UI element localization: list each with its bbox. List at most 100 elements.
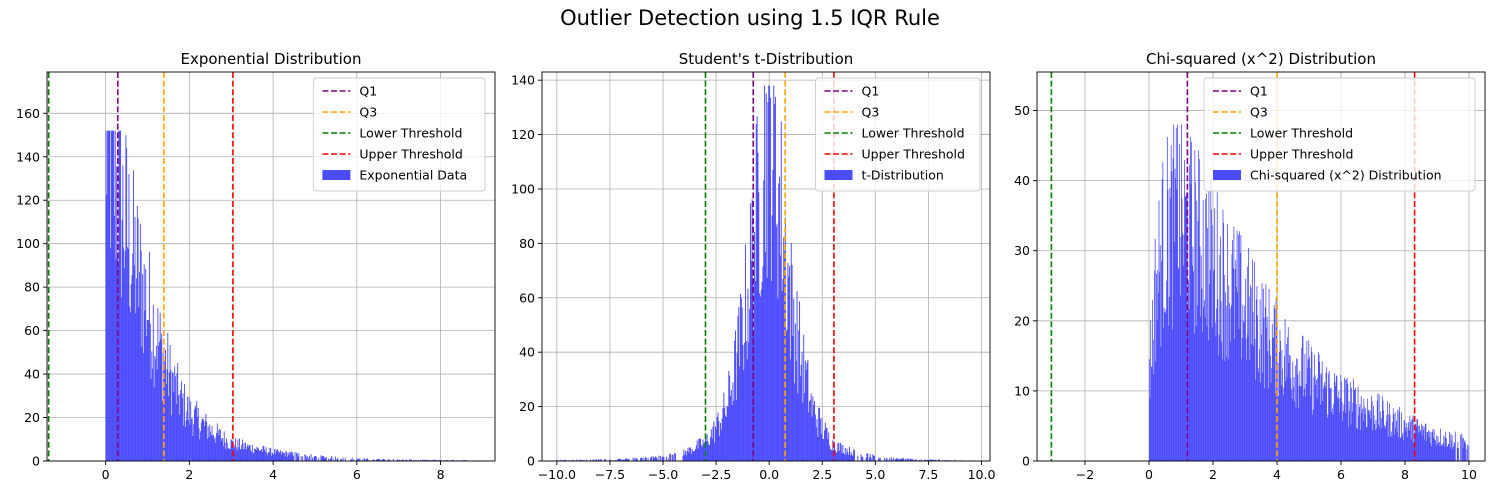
histogram-bar bbox=[769, 85, 771, 461]
histogram-bar bbox=[694, 450, 696, 461]
histogram-bar bbox=[214, 437, 216, 461]
histogram-bar bbox=[1329, 388, 1331, 461]
histogram-bar bbox=[359, 458, 361, 461]
histogram-bar bbox=[1161, 261, 1162, 461]
histogram-bar bbox=[434, 459, 435, 461]
histogram-bar bbox=[266, 453, 268, 461]
histogram-bar bbox=[621, 459, 623, 461]
histogram-bar bbox=[1348, 427, 1349, 461]
histogram-bar bbox=[269, 447, 271, 461]
histogram-bar bbox=[772, 169, 774, 461]
histogram-bar bbox=[1341, 401, 1343, 461]
histogram-bar bbox=[1312, 409, 1314, 461]
histogram-bar bbox=[159, 312, 161, 461]
histogram-bar bbox=[164, 361, 166, 461]
histogram-bar bbox=[1191, 265, 1193, 461]
histogram-bar bbox=[815, 427, 817, 461]
histogram-bar bbox=[365, 459, 367, 461]
histogram-bar bbox=[1405, 431, 1407, 461]
histogram-bar bbox=[107, 130, 109, 461]
histogram-bar bbox=[1252, 259, 1253, 461]
histogram-bar bbox=[853, 449, 855, 461]
histogram-bar bbox=[1299, 370, 1301, 461]
histogram-bar bbox=[1364, 414, 1366, 461]
histogram-bar bbox=[1319, 361, 1321, 461]
histogram-bar bbox=[1232, 268, 1234, 461]
histogram-bar bbox=[222, 445, 224, 461]
histogram-bar bbox=[1409, 415, 1411, 461]
legend-swatch-bar bbox=[824, 170, 853, 180]
histogram-bar bbox=[715, 426, 716, 461]
histogram-bar bbox=[807, 359, 809, 461]
histogram-bar bbox=[776, 223, 778, 461]
histogram-bar bbox=[215, 442, 217, 461]
histogram-bar bbox=[1291, 389, 1292, 461]
histogram-bar bbox=[1209, 270, 1211, 461]
histogram-bar bbox=[597, 459, 599, 461]
legend-box bbox=[1203, 77, 1476, 192]
histogram-bar bbox=[1225, 292, 1226, 461]
histogram-bar bbox=[823, 439, 825, 461]
histogram-bar bbox=[1157, 269, 1159, 461]
histogram-bar bbox=[126, 148, 128, 461]
histogram-bar bbox=[1231, 254, 1233, 461]
histogram-bar bbox=[281, 451, 283, 461]
histogram-bar bbox=[1209, 284, 1210, 461]
histogram-bar bbox=[1440, 428, 1441, 461]
histogram-bar bbox=[1421, 423, 1422, 461]
histogram-bar bbox=[439, 459, 441, 461]
histogram-bar bbox=[152, 368, 154, 461]
histogram-bar bbox=[1348, 401, 1350, 461]
histogram-bar bbox=[1432, 428, 1434, 461]
histogram-bar bbox=[565, 459, 567, 461]
histogram-bar bbox=[344, 457, 346, 461]
histogram-bar bbox=[761, 281, 763, 461]
histogram-bar bbox=[663, 456, 665, 461]
histogram-bar bbox=[1294, 365, 1296, 461]
x-tick-label: 2 bbox=[185, 467, 193, 482]
histogram-bar bbox=[600, 459, 602, 461]
histogram-bar bbox=[206, 421, 208, 461]
histogram-bar bbox=[691, 449, 693, 461]
histogram-bar bbox=[294, 452, 296, 461]
y-tick-label: 100 bbox=[16, 236, 40, 251]
histogram-bar bbox=[824, 430, 826, 461]
histogram-bar bbox=[696, 440, 698, 461]
histogram-bar bbox=[1307, 359, 1309, 461]
histogram-bar bbox=[737, 316, 739, 461]
histogram-bar bbox=[1205, 193, 1207, 461]
histogram-bar bbox=[1280, 385, 1282, 461]
histogram-bar bbox=[1198, 159, 1200, 461]
histogram-bar bbox=[1369, 414, 1370, 461]
histogram-bar bbox=[1437, 436, 1439, 461]
histogram-bar bbox=[139, 223, 141, 461]
histogram-bar bbox=[685, 455, 687, 461]
histogram-bar bbox=[885, 458, 887, 461]
histogram-bar bbox=[749, 308, 751, 461]
histogram-bar bbox=[1202, 200, 1204, 461]
histogram-bar bbox=[1283, 387, 1285, 461]
histogram-bar bbox=[420, 459, 422, 461]
histogram-bar bbox=[226, 442, 228, 461]
histogram-bar bbox=[1445, 438, 1447, 461]
histogram-bar bbox=[886, 457, 888, 461]
histogram-bar bbox=[238, 438, 240, 461]
histogram-bar bbox=[1355, 403, 1357, 461]
histogram-bar bbox=[766, 277, 768, 461]
histogram-bar bbox=[1422, 429, 1424, 461]
histogram-bar bbox=[1253, 261, 1255, 461]
histogram-bar bbox=[848, 454, 850, 461]
histogram-bar bbox=[1373, 415, 1375, 461]
histogram-bar bbox=[816, 419, 818, 461]
histogram-bar bbox=[1413, 439, 1415, 461]
histogram-bar bbox=[1266, 316, 1268, 461]
histogram-bar bbox=[146, 336, 147, 461]
histogram-bar bbox=[265, 447, 267, 461]
histogram-bar bbox=[709, 444, 711, 461]
histogram-bar bbox=[708, 444, 710, 461]
histogram-bar bbox=[895, 459, 897, 461]
histogram-bar bbox=[632, 457, 634, 461]
histogram-bar bbox=[636, 458, 638, 461]
histogram-bar bbox=[1417, 425, 1419, 461]
histogram-bar bbox=[1275, 393, 1276, 461]
